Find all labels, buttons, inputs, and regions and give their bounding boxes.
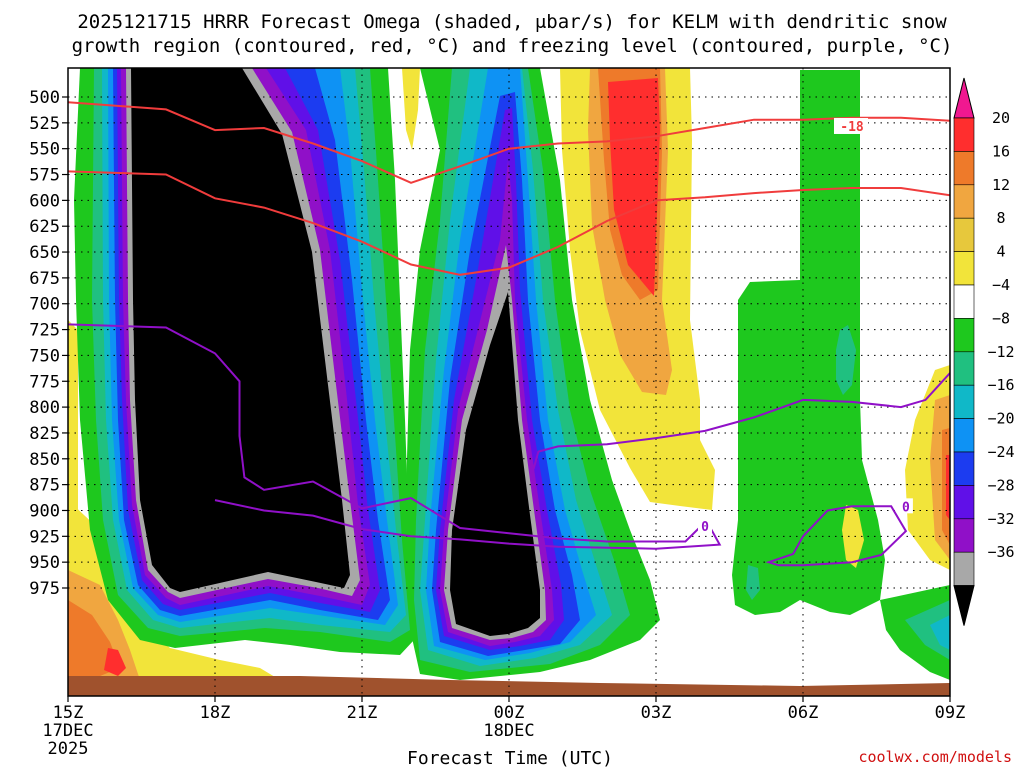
- x-tick-label-03Z: 03Z: [641, 703, 672, 723]
- freezing-level-mid: [532, 372, 950, 470]
- y-tick-label-775: 775: [29, 372, 60, 392]
- x-tick-label-21Z: 21Z: [347, 703, 378, 723]
- y-tick-label-575: 575: [29, 166, 60, 186]
- dgz-bottom-contour: [68, 170, 950, 276]
- y-tick-label-550: 550: [29, 140, 60, 160]
- y-tick-label-850: 850: [29, 450, 60, 470]
- southwest-positive-region: [68, 500, 280, 682]
- y-tick-label-650: 650: [29, 243, 60, 263]
- dgz-label-bg: [834, 117, 868, 134]
- x-tick-date-15Z: 17DEC: [42, 721, 93, 741]
- x-tick-label-06Z: 06Z: [788, 703, 819, 723]
- colorbar-label-10: −24: [987, 443, 1014, 461]
- colorbar-label-13: −36: [987, 543, 1014, 561]
- freezing-level-contours: 00: [68, 323, 950, 567]
- colorbar-label-12: −32: [987, 510, 1014, 528]
- colorbar-swatch-13: [953, 551, 975, 586]
- x-tick-year-15Z: 2025: [48, 739, 89, 759]
- y-tick-label-875: 875: [29, 476, 60, 496]
- x-tick-label-00Z: 00Z: [494, 703, 525, 723]
- y-tick-label-950: 950: [29, 553, 60, 573]
- credit-text: coolwx.com/models: [858, 748, 1012, 766]
- colorbar-label-2: 12: [992, 176, 1010, 194]
- freezing-label-2-bg: [898, 498, 913, 514]
- x-tick-label-09Z: 09Z: [935, 703, 966, 723]
- colorbar-label-4: 4: [996, 243, 1005, 261]
- colorbar-swatch-6: [953, 318, 975, 353]
- freezing-label-2: 0: [902, 500, 910, 515]
- freezing-label-1-bg: [698, 517, 712, 533]
- y-tick-label-675: 675: [29, 269, 60, 289]
- chart-title-line2: growth region (contoured, red, °C) and f…: [72, 35, 953, 57]
- y-axis: 500 525 550 575 600 625 650 675 700 725 750 775 800 8…: [29, 88, 68, 599]
- colorbar-swatch-7: [953, 351, 975, 386]
- colorbar-swatch-0: [953, 117, 975, 152]
- colorbar-swatch-5: [953, 284, 975, 319]
- y-tick-label-750: 750: [29, 346, 60, 366]
- colorbar-label-7: −12: [987, 343, 1014, 361]
- negative-omega-east-band: [405, 68, 660, 680]
- colorbar-swatch-9: [953, 418, 975, 453]
- right-green-region: [732, 70, 885, 615]
- x-tick-label-18Z: 18Z: [200, 703, 231, 723]
- y-tick-label-700: 700: [29, 295, 60, 315]
- y-tick-label-925: 925: [29, 527, 60, 547]
- colorbar-swatch-10: [953, 451, 975, 486]
- y-tick-label-600: 600: [29, 191, 60, 211]
- dgz-top-contour: [68, 101, 950, 184]
- colorbar-label-0: 20: [992, 109, 1010, 127]
- y-tick-label-800: 800: [29, 398, 60, 418]
- colorbar-swatch-1: [953, 151, 975, 186]
- y-tick-label-900: 900: [29, 501, 60, 521]
- y-tick-label-525: 525: [29, 114, 60, 134]
- omega-shading: [68, 68, 950, 696]
- colorbar-label-6: −8: [992, 309, 1010, 327]
- colorbar-label-3: 8: [996, 209, 1005, 227]
- freezing-level-west: [68, 323, 722, 550]
- freezing-level-east: [765, 505, 908, 567]
- colorbar-swatch-3: [953, 217, 975, 252]
- y-tick-label-500: 500: [29, 88, 60, 108]
- x-tick-date-00Z: 18DEC: [483, 721, 534, 741]
- colorbar-swatch-8: [953, 384, 975, 419]
- negative-omega-west-band: [74, 68, 414, 655]
- x-axis-title: Forecast Time (UTC): [407, 748, 613, 768]
- dgz-contours: -18: [68, 101, 950, 276]
- y-tick-label-975: 975: [29, 579, 60, 599]
- colorbar-label-5: −4: [992, 276, 1010, 294]
- colorbar-label-8: −16: [987, 376, 1014, 394]
- x-tick-label-15Z: 15Z: [53, 703, 84, 723]
- colorbar-top-triangle: [953, 77, 975, 119]
- colorbar-swatch-4: [953, 251, 975, 286]
- y-tick-label-725: 725: [29, 321, 60, 341]
- colorbar-label-11: −28: [987, 476, 1014, 494]
- colorbar-swatch-12: [953, 518, 975, 553]
- colorbar: 20 16 12 8 4 −4 −8 −12 −16 −20 −24 −28 −32 −36: [953, 77, 1015, 626]
- colorbar-swatch-2: [953, 184, 975, 219]
- y-tick-label-625: 625: [29, 217, 60, 237]
- colorbar-label-9: −20: [987, 410, 1014, 428]
- colorbar-bottom-triangle: [953, 585, 975, 626]
- colorbar-swatch-11: [953, 485, 975, 520]
- grid-lines: [68, 68, 950, 696]
- dgz-contour-label: -18: [840, 120, 864, 135]
- southeast-region: [842, 365, 950, 680]
- freezing-label-1: 0: [701, 520, 709, 535]
- y-tick-label-825: 825: [29, 424, 60, 444]
- colorbar-label-1: 16: [992, 142, 1010, 160]
- plot-area: -18 00: [68, 68, 950, 696]
- chart-title-line1: 2025121715 HRRR Forecast Omega (shaded, …: [77, 11, 947, 33]
